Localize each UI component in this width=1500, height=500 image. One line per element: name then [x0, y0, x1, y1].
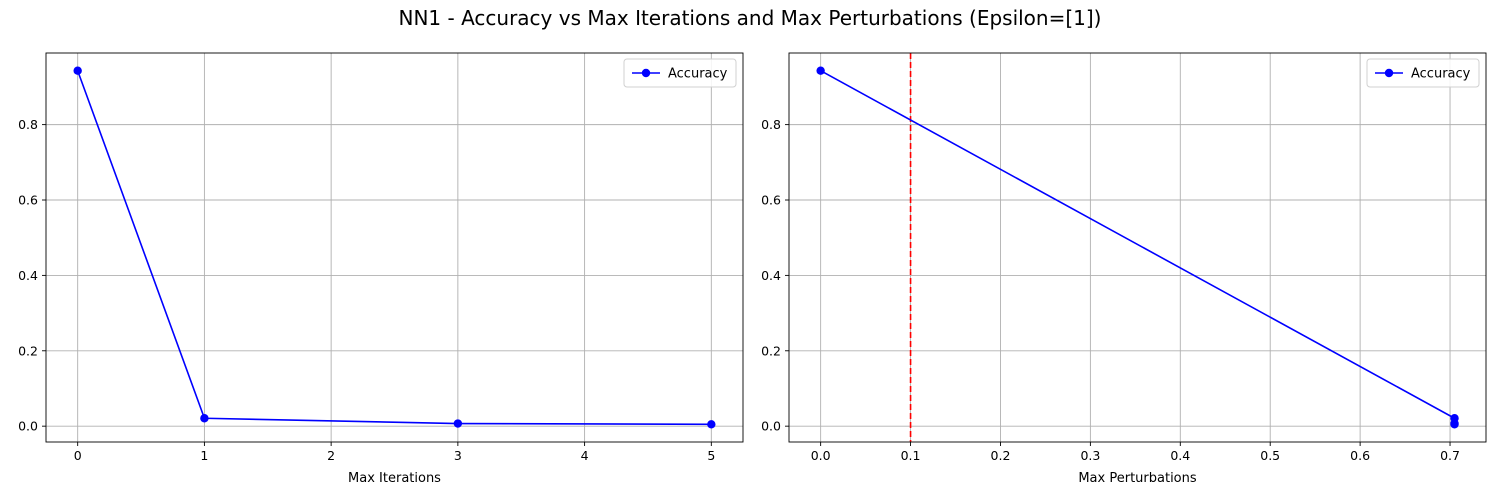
legend-marker-swatch: [641, 68, 651, 78]
y-tick-label: 0.0: [761, 419, 781, 434]
y-tick-label: 0.2: [18, 343, 38, 358]
legend: Accuracy: [623, 58, 737, 88]
x-tick-label: 0.2: [991, 448, 1011, 463]
x-tick-label: 0.1: [901, 448, 921, 463]
x-tick-label: 0.7: [1440, 448, 1460, 463]
y-tick-label: 0.8: [761, 117, 781, 132]
figure-title: NN1 - Accuracy vs Max Iterations and Max…: [398, 6, 1102, 30]
y-tick-label: 0.0: [18, 419, 38, 434]
axes-frame: [788, 52, 1487, 443]
grid: [46, 53, 743, 442]
data-point: [707, 420, 716, 429]
data-point: [816, 66, 825, 75]
legend: Accuracy: [1366, 58, 1480, 88]
series-line-1: [76, 70, 712, 426]
x-tick-label: 2: [327, 448, 335, 463]
y-tick-label: 0.8: [18, 117, 38, 132]
y-tick-label: 0.6: [18, 193, 38, 208]
y-tick-label: 0.6: [761, 193, 781, 208]
data-point: [73, 66, 82, 75]
y-tick-label: 0.4: [761, 268, 781, 283]
x-tick-label: 0.4: [1170, 448, 1190, 463]
chart-panel-2: 0.0 0.1 0.2 0.3 0.4 0.5 0.6 0.7 0.0 0.2 0.4 0.6 0.8 M…: [761, 52, 1487, 486]
x-tick-label: 4: [581, 448, 589, 463]
x-axis-label: Max Perturbations: [1078, 471, 1197, 486]
chart-panel-1: 0 1 2 3 4 5 0.0 0.2 0.4 0.6 0.8 Max Iterations Accur…: [18, 52, 744, 486]
x-axis-label: Max Iterations: [348, 471, 441, 486]
x-tick-label: 0: [74, 448, 82, 463]
data-point: [453, 419, 463, 428]
legend-box: [1366, 58, 1480, 88]
x-tick-label: 0.6: [1350, 448, 1370, 463]
x-tick-label: 0.0: [811, 448, 831, 463]
data-point: [200, 414, 209, 423]
series-line-1: [820, 70, 1456, 425]
x-tick-label: 5: [707, 448, 715, 463]
y-tick-label: 0.2: [761, 343, 781, 358]
legend-box: [623, 58, 737, 88]
y-tick-label: 0.4: [18, 268, 38, 283]
data-point: [1450, 420, 1459, 429]
axes-frame: [45, 52, 744, 443]
x-tick-label: 0.5: [1260, 448, 1280, 463]
legend-label: Accuracy: [1411, 67, 1471, 82]
legend-marker-swatch: [1384, 68, 1394, 78]
x-tick-label: 1: [200, 448, 208, 463]
x-tick-label: 3: [454, 448, 462, 463]
legend-label: Accuracy: [668, 67, 728, 82]
x-tick-label: 0.3: [1080, 448, 1100, 463]
